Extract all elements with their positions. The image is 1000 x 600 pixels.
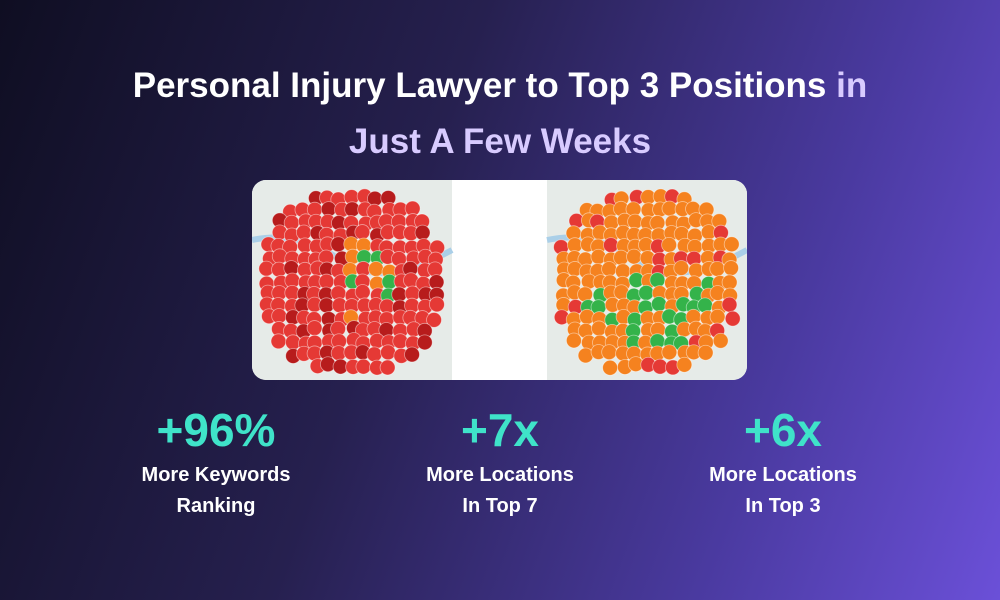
map-pin — [697, 344, 714, 361]
stat-value: +96% — [156, 404, 276, 456]
stat-label: In Top 3 — [745, 495, 821, 517]
map-pin — [565, 332, 582, 349]
map-pin — [368, 261, 384, 277]
stat: +96% More Keywords Ranking — [86, 400, 346, 522]
map-pin — [626, 248, 642, 265]
headline-highlight: Just A Few Weeks — [348, 122, 652, 161]
map-pin — [723, 236, 740, 253]
map-panel — [252, 180, 747, 380]
stat-label: More Locations — [426, 464, 574, 486]
map-pin — [651, 296, 667, 312]
headline: Personal Injury Lawyer to Top 3 Position… — [50, 58, 950, 170]
stat-value: +7x — [460, 404, 540, 456]
map-pin — [673, 260, 690, 276]
map-pin — [416, 334, 433, 351]
map-pin — [380, 344, 396, 361]
map-pin — [355, 358, 372, 375]
map-pin — [601, 261, 617, 277]
stat-value: +6x — [743, 404, 823, 456]
map-pin — [354, 224, 371, 240]
stat-label: More Keywords — [141, 464, 291, 486]
map-pin — [724, 310, 741, 327]
map-pin — [602, 359, 619, 376]
map-pin — [709, 260, 726, 277]
map-pin — [723, 260, 739, 276]
headline-main: Personal Injury Lawyer to Top 3 Position… — [132, 66, 827, 105]
map-pin — [721, 274, 738, 291]
map-pin — [627, 213, 643, 230]
map-pin — [603, 237, 619, 254]
stat: +7x More Locations In Top 7 — [370, 400, 630, 522]
map-pin — [721, 296, 738, 313]
map-pin — [404, 346, 420, 363]
stat-label: Ranking — [176, 495, 256, 517]
map-pin — [638, 284, 655, 301]
map-pin — [429, 296, 445, 313]
map-pin — [601, 344, 618, 361]
map-pin — [712, 332, 729, 349]
map-pin — [306, 320, 323, 336]
map-pin — [270, 333, 287, 350]
map-pin — [366, 346, 383, 363]
stat-label: In Top 7 — [462, 495, 538, 517]
map-pin — [661, 236, 678, 253]
headline-highlight: in — [836, 66, 868, 105]
map-pin — [414, 224, 431, 241]
stat-label: More Locations — [709, 464, 857, 486]
map-pin — [577, 347, 594, 364]
map-pin — [354, 284, 371, 300]
map-pin — [709, 308, 726, 325]
map-pin — [426, 312, 442, 328]
map-pin — [379, 359, 396, 376]
map-pin — [676, 356, 693, 373]
stat: +6x More Locations In Top 3 — [653, 400, 913, 522]
map-pin — [661, 344, 678, 361]
map-pin — [649, 272, 666, 288]
map-pin — [318, 297, 335, 314]
map-pin — [591, 320, 607, 337]
